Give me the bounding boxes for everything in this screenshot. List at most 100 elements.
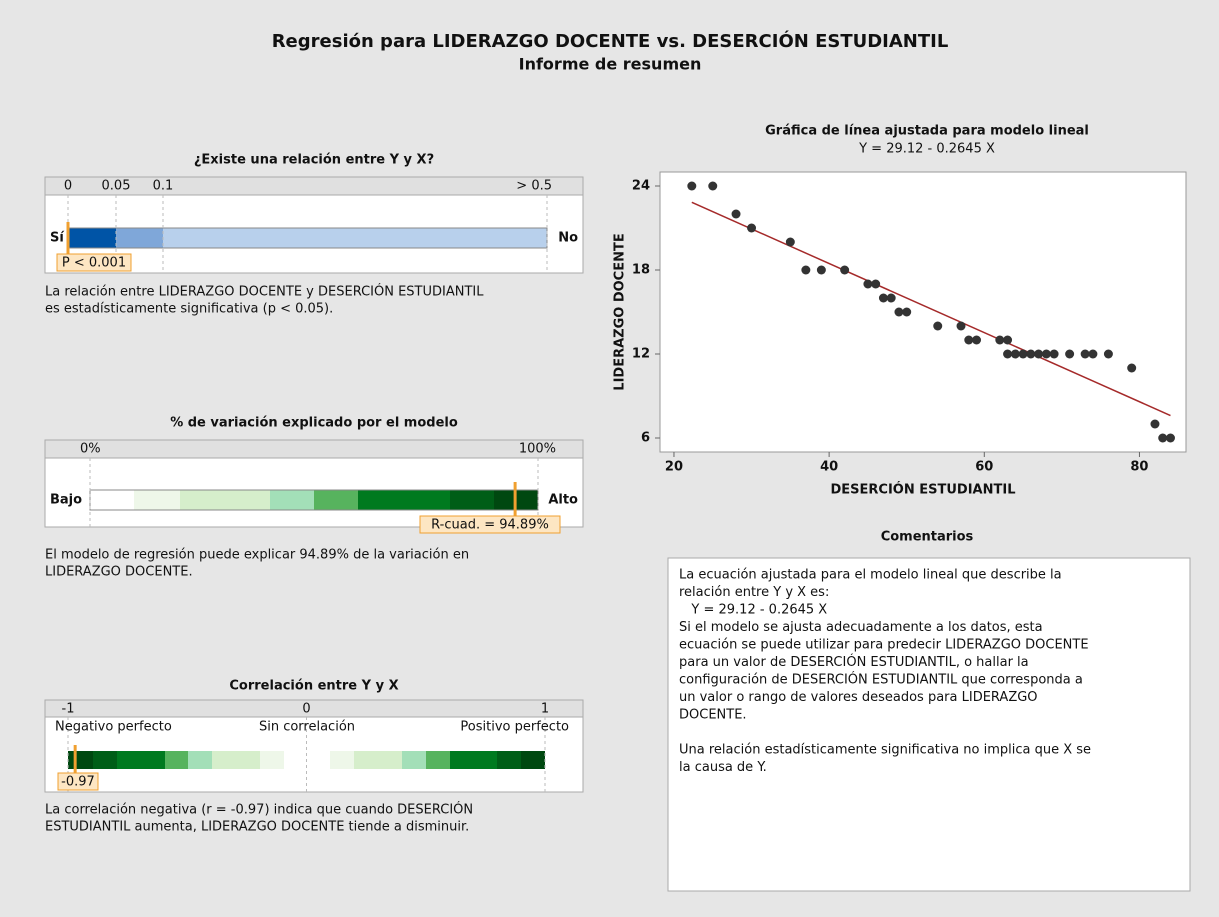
- gauge-segment: [270, 490, 314, 510]
- gauge-segment: [402, 751, 426, 769]
- comment-line: configuración de DESERCIÓN ESTUDIANTIL q…: [679, 672, 1083, 688]
- point: [747, 223, 757, 233]
- point: [840, 265, 850, 275]
- y-tick-label: 18: [632, 263, 650, 278]
- point: [1088, 349, 1098, 359]
- gauge-segment: [134, 490, 180, 510]
- gauge-tick-label: 0: [302, 702, 310, 717]
- gauge-title: ¿Existe una relación entre Y y X?: [194, 153, 434, 168]
- gauge-category: Negativo perfecto: [55, 720, 172, 735]
- gauge-segment: [212, 751, 260, 769]
- point: [995, 335, 1005, 345]
- point: [1010, 349, 1020, 359]
- description: La correlación negativa (r = -0.97) indi…: [45, 802, 473, 818]
- gauge-segment: [188, 751, 212, 769]
- comment-line: Si el modelo se ajusta adecuadamente a l…: [679, 620, 1043, 635]
- x-axis-label: DESERCIÓN ESTUDIANTIL: [831, 482, 1016, 498]
- point: [878, 293, 888, 303]
- subtitle: Informe de resumen: [519, 55, 702, 74]
- comment-line: Una relación estadísticamente significat…: [679, 743, 1091, 758]
- gauge-segment: [330, 751, 354, 769]
- x-tick-label: 20: [665, 460, 683, 475]
- gauge-segment: [116, 228, 163, 248]
- fit-line: [691, 201, 1171, 417]
- gauge-segment: [163, 228, 547, 248]
- y-tick-label: 24: [632, 179, 650, 194]
- y-axis-label: LIDERAZGO DOCENTE: [613, 233, 628, 390]
- point: [1080, 349, 1090, 359]
- point: [871, 279, 881, 289]
- y-tick-label: 6: [641, 431, 650, 446]
- x-tick-label: 40: [820, 460, 838, 475]
- comment-line: La ecuación ajustada para el modelo line…: [679, 568, 1062, 583]
- point: [1127, 363, 1137, 373]
- point: [801, 265, 811, 275]
- gauge-segment: [354, 751, 402, 769]
- gauge-segment: [90, 490, 134, 510]
- gauge-header: [44, 439, 584, 459]
- gauge-segment: [117, 751, 165, 769]
- point: [1065, 349, 1075, 359]
- comment-line: Y = 29.12 - 0.2645 X: [679, 603, 827, 618]
- point: [1034, 349, 1044, 359]
- point: [886, 293, 896, 303]
- point: [956, 321, 966, 331]
- gauge-tick-label: 0.05: [102, 179, 131, 194]
- point: [1049, 349, 1059, 359]
- point: [731, 209, 741, 219]
- comment-line: un valor o rango de valores deseados par…: [679, 690, 1038, 705]
- point: [933, 321, 943, 331]
- gauge-segment: [314, 490, 358, 510]
- gauge-segment: [165, 751, 188, 769]
- gauge-segment: [450, 490, 494, 510]
- gauge-segment: [426, 751, 450, 769]
- gauge-right: No: [558, 231, 578, 246]
- description: LIDERAZGO DOCENTE.: [45, 565, 193, 580]
- comment-line: ecuación se puede utilizar para predecir…: [679, 638, 1089, 653]
- comment-line: DOCENTE.: [679, 708, 747, 723]
- gauge-tick-label: 0.1: [153, 179, 174, 194]
- marker-label-box: [56, 253, 132, 272]
- gauge-header: [44, 176, 584, 196]
- gauge-segment: [358, 490, 450, 510]
- y-tick-label: 12: [632, 347, 650, 362]
- plot-area: [659, 171, 1187, 453]
- point: [1158, 433, 1168, 443]
- point: [1003, 335, 1013, 345]
- comment-line: relación entre Y y X es:: [679, 585, 829, 600]
- point: [1003, 349, 1013, 359]
- gauge-tick-label: -1: [62, 702, 75, 717]
- gauge-segment: [68, 751, 93, 769]
- point: [816, 265, 826, 275]
- gauge-tick-label: 0: [64, 179, 72, 194]
- chart-subtitle: Y = 29.12 - 0.2645 X: [858, 142, 995, 157]
- marker-label-box: [419, 515, 561, 534]
- gauge-category: Positivo perfecto: [460, 720, 569, 735]
- gauge-segment: [260, 751, 284, 769]
- chart-title: Gráfica de línea ajustada para modelo li…: [765, 124, 1089, 139]
- gauge-tick-label: > 0.5: [516, 179, 552, 194]
- gauge-segment: [68, 228, 116, 248]
- comments-box: [667, 557, 1191, 892]
- gauge-segment: [497, 751, 521, 769]
- description: ESTUDIANTIL aumenta, LIDERAZGO DOCENTE t…: [45, 820, 469, 835]
- comments-title: Comentarios: [881, 530, 974, 545]
- point: [1165, 433, 1175, 443]
- gauge-left: Bajo: [50, 493, 82, 508]
- point: [1041, 349, 1051, 359]
- point: [687, 181, 697, 191]
- comment-line: para un valor de DESERCIÓN ESTUDIANTIL, …: [679, 654, 1029, 670]
- point: [1018, 349, 1028, 359]
- gauge-header: [44, 699, 584, 718]
- gauge-title: Correlación entre Y y X: [229, 679, 398, 694]
- gauge-tick-label: 1: [541, 702, 549, 717]
- x-tick-label: 60: [975, 460, 993, 475]
- point: [1026, 349, 1036, 359]
- point: [1103, 349, 1113, 359]
- gauge-segment: [93, 751, 117, 769]
- point: [1150, 419, 1160, 429]
- marker-label: P < 0.001: [62, 256, 126, 271]
- gauge-right: Alto: [548, 493, 578, 508]
- gauge-title: % de variación explicado por el modelo: [170, 416, 458, 431]
